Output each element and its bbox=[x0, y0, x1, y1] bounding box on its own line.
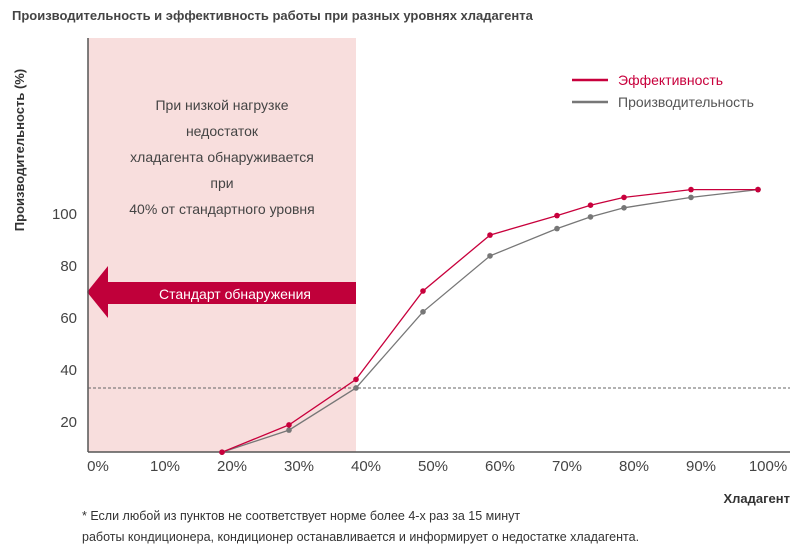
data-point bbox=[219, 449, 225, 456]
data-point bbox=[353, 385, 359, 391]
data-point bbox=[487, 253, 493, 259]
region-text: хладагента обнаруживается bbox=[130, 149, 314, 165]
y-tick-label: 20 bbox=[60, 414, 77, 431]
region-text: недостаток bbox=[186, 123, 259, 139]
data-point bbox=[487, 232, 493, 238]
series-line bbox=[221, 188, 759, 453]
data-point bbox=[755, 186, 761, 193]
x-tick-label: 40% bbox=[351, 458, 381, 475]
y-tick-label: 60 bbox=[60, 310, 77, 327]
footnote-line: * Если любой из пунктов не соответствует… bbox=[82, 509, 521, 523]
shaded-region bbox=[88, 38, 356, 452]
x-tick-label: 80% bbox=[619, 458, 649, 475]
arrow-label: Стандарт обнаружения bbox=[159, 286, 311, 302]
footnote-line: работы кондиционера, кондиционер останав… bbox=[82, 530, 640, 544]
legend-label: Эффективность bbox=[618, 72, 723, 88]
x-tick-label: 30% bbox=[284, 458, 314, 475]
data-point bbox=[286, 422, 292, 428]
region-text: при bbox=[210, 175, 233, 191]
x-tick-label: 70% bbox=[552, 458, 582, 475]
y-tick-label: 40 bbox=[60, 362, 77, 379]
data-point bbox=[688, 186, 694, 193]
y-tick-label: 100 bbox=[52, 206, 77, 223]
region-text: При низкой нагрузке bbox=[155, 97, 288, 113]
data-point bbox=[554, 212, 560, 219]
legend-label: Производительность bbox=[618, 94, 754, 110]
x-tick-label: 10% bbox=[150, 458, 180, 475]
x-tick-label: 90% bbox=[686, 458, 716, 475]
x-tick-label: 60% bbox=[485, 458, 515, 475]
x-tick-label: 0% bbox=[87, 458, 109, 475]
region-text: 40% от стандартного уровня bbox=[129, 201, 314, 217]
data-point bbox=[286, 427, 292, 433]
x-tick-label: 100% bbox=[749, 458, 787, 475]
data-point bbox=[621, 194, 627, 201]
chart-title: Производительность и эффективность работ… bbox=[12, 8, 533, 23]
arrow-left-icon bbox=[87, 266, 356, 318]
data-point bbox=[353, 376, 359, 383]
data-point bbox=[587, 214, 594, 220]
series-line bbox=[221, 188, 758, 453]
y-axis-label: Производительность (%) bbox=[12, 69, 27, 231]
data-point bbox=[420, 288, 426, 294]
footnote: * Если любой из пунктов не соответствует… bbox=[82, 506, 639, 548]
x-tick-label: 20% bbox=[217, 458, 247, 475]
x-tick-label: 50% bbox=[418, 458, 448, 475]
x-axis-label: Хладагент bbox=[723, 491, 790, 506]
data-point bbox=[688, 194, 694, 201]
data-point bbox=[420, 309, 426, 315]
data-point bbox=[587, 202, 594, 208]
data-point bbox=[554, 225, 560, 232]
data-point bbox=[621, 205, 627, 211]
y-tick-label: 80 bbox=[60, 258, 77, 275]
